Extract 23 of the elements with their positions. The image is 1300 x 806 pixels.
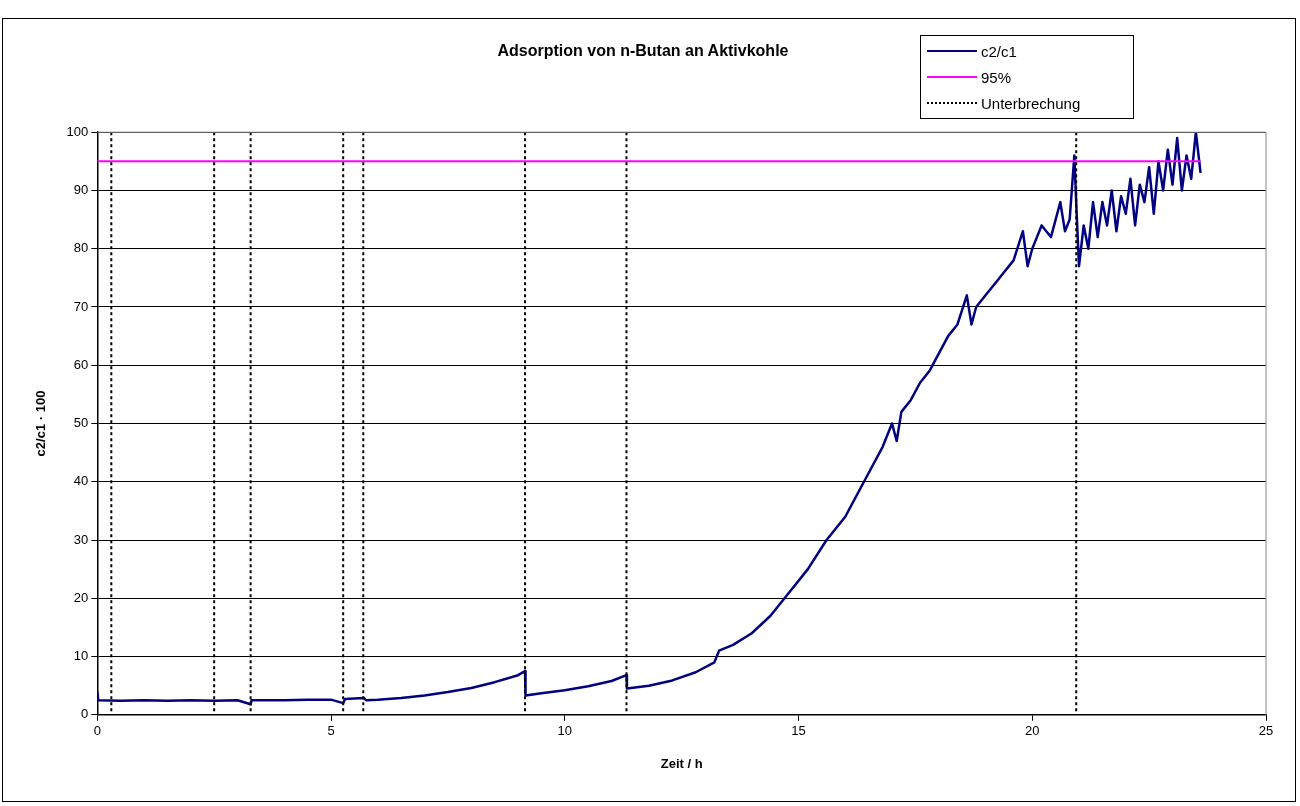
y-tick-label: 20 [73, 589, 89, 605]
y-tick-label: 40 [73, 473, 89, 489]
y-tick-label: 90 [73, 182, 89, 198]
y-tick-label: 80 [73, 240, 89, 256]
y-axis-title: c2/c1 · 100 [33, 390, 49, 457]
y-tick-label: 0 [81, 706, 89, 722]
y-tick-label: 10 [73, 648, 89, 664]
legend-label: Unterbrechung [981, 94, 1081, 112]
x-tick-label: 5 [327, 723, 335, 739]
x-tick-label: 0 [93, 723, 101, 739]
y-tick-label: 70 [73, 298, 89, 314]
legend-label: c2/c1 [981, 42, 1017, 60]
chart-title: Adsorption von n-Butan an Aktivkohle [497, 42, 789, 60]
x-tick-label: 10 [557, 723, 573, 739]
x-tick-label: 15 [791, 723, 806, 739]
y-tick-label: 100 [66, 123, 89, 139]
y-tick-label: 50 [73, 415, 89, 431]
x-tick-label: 20 [1025, 723, 1040, 739]
legend-label: 95% [981, 68, 1012, 86]
x-tick-label: 25 [1258, 723, 1274, 739]
y-tick-label: 30 [73, 531, 89, 547]
y-tick-label: 60 [73, 356, 89, 372]
x-axis-title: Zeit / h [660, 755, 703, 771]
